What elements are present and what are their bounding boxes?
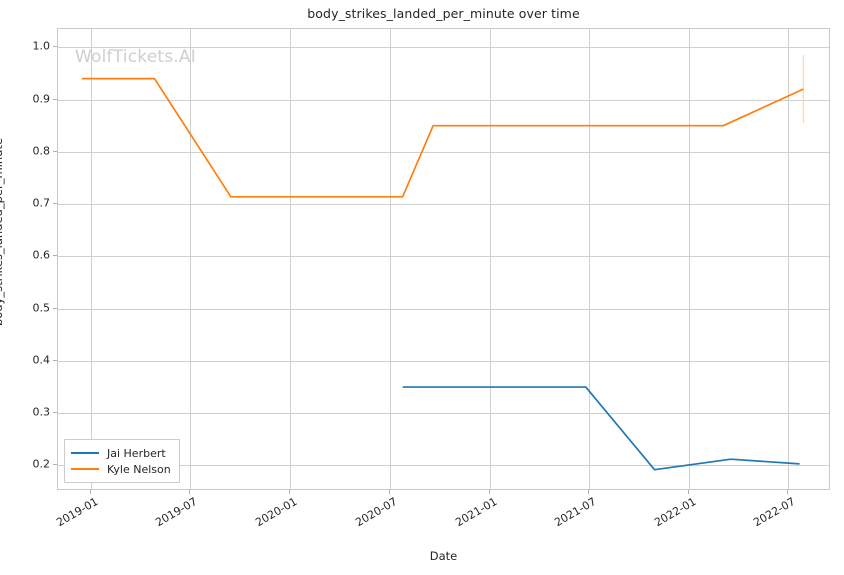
x-tick-label: 2021-01 — [453, 495, 500, 530]
gridline-horizontal — [58, 308, 829, 310]
gridline-vertical — [489, 29, 491, 489]
y-tick-label: 0.6 — [32, 248, 51, 262]
x-tick-mark — [687, 490, 689, 494]
gridline-horizontal — [58, 204, 829, 206]
x-tick-mark — [587, 490, 589, 494]
y-tick-label: 0.8 — [32, 144, 51, 158]
chart-title: body_strikes_landed_per_minute over time — [307, 6, 580, 21]
x-tick-mark — [188, 490, 190, 494]
x-tick-label: 2019-01 — [54, 495, 101, 530]
x-tick-label: 2019-07 — [153, 495, 200, 530]
x-tick-label: 2021-07 — [551, 495, 599, 530]
y-tick-label: 0.4 — [32, 353, 51, 367]
x-tick-label: 2020-01 — [253, 495, 300, 530]
series-line — [81, 77, 804, 198]
gridline-vertical — [91, 29, 93, 489]
gridline-horizontal — [58, 99, 829, 101]
gridline-horizontal — [58, 413, 829, 415]
gridline-horizontal — [58, 151, 829, 153]
gridlines — [58, 29, 829, 489]
series-layer — [81, 55, 805, 471]
legend-item[interactable]: Jai Herbert — [71, 445, 171, 461]
x-tick-mark — [786, 490, 788, 494]
y-tick-label: 0.7 — [32, 196, 51, 210]
x-tick-mark — [289, 490, 291, 494]
y-tick-label: 0.2 — [32, 457, 51, 471]
gridline-vertical — [290, 29, 292, 489]
x-tick-mark — [90, 490, 92, 494]
legend-item[interactable]: Kyle Nelson — [71, 461, 171, 477]
x-tick-mark — [488, 490, 490, 494]
watermark-layer: WolfTickets.AI — [58, 29, 829, 489]
watermark-text: WolfTickets.AI — [75, 47, 196, 67]
gridline-horizontal — [58, 256, 829, 258]
chart-legend[interactable]: Jai Herbert Kyle Nelson — [64, 439, 180, 483]
legend-color-swatch — [71, 468, 99, 470]
gridline-vertical — [688, 29, 690, 489]
legend-item-label: Kyle Nelson — [107, 462, 171, 476]
gridline-horizontal — [58, 465, 829, 467]
series-line — [402, 386, 800, 471]
x-tick-label: 2022-01 — [652, 495, 699, 530]
gridline-horizontal — [58, 47, 829, 49]
x-axis-label: Date — [429, 549, 458, 563]
legend-color-swatch — [71, 452, 99, 454]
gridline-vertical — [189, 29, 191, 489]
x-tick-label: 2020-07 — [352, 495, 400, 530]
x-tick-mark — [388, 490, 390, 494]
y-tick-label: 0.3 — [32, 405, 51, 419]
gridline-vertical — [588, 29, 590, 489]
y-axis-label: body_strikes_landed_per_minute — [0, 137, 5, 327]
gridline-vertical — [389, 29, 391, 489]
y-tick-label: 0.9 — [32, 92, 51, 106]
gridline-horizontal — [58, 360, 829, 362]
y-tick-label: 0.5 — [32, 301, 51, 315]
legend-item-label: Jai Herbert — [107, 446, 166, 460]
gridline-vertical — [787, 29, 789, 489]
x-tick-label: 2022-07 — [750, 495, 798, 530]
y-tick-label: 1.0 — [32, 39, 51, 53]
plot-area: WolfTickets.AI — [57, 28, 830, 490]
